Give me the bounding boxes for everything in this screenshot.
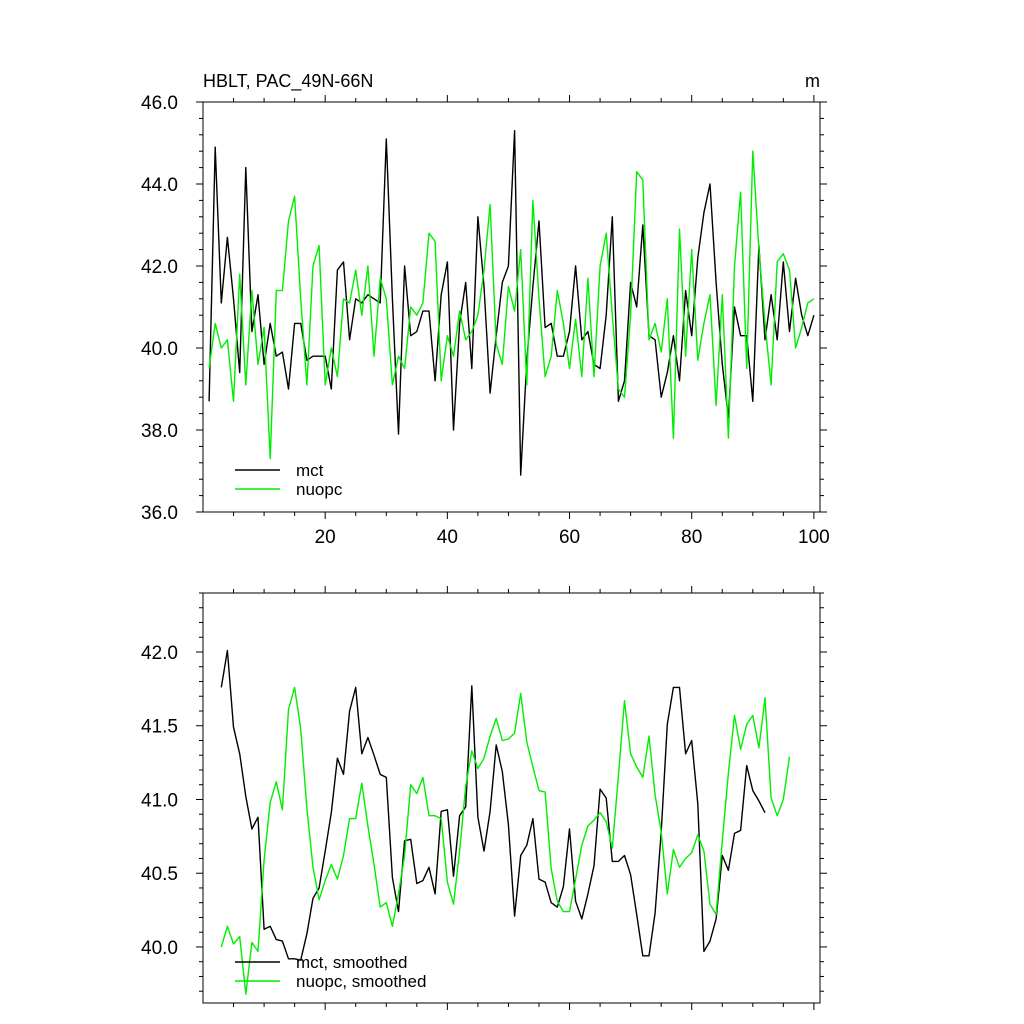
bottom-axis-ticks — [196, 586, 827, 1010]
series-line-mct-smoothed — [220, 649, 766, 961]
top-axis-ticks — [196, 95, 827, 519]
y-tick-label: 40.0 — [141, 938, 178, 959]
bottom-panel: 40.0 40.5 41.0 41.5 42.0 mct, smoothed nuopc… — [141, 586, 827, 1010]
legend-label-mct: mct — [296, 461, 324, 480]
bottom-series-lines — [220, 649, 791, 995]
top-series-lines — [208, 129, 815, 476]
y-tick-label: 40.5 — [141, 864, 178, 885]
x-tick-label: 80 — [681, 527, 702, 548]
y-tick-label: 41.5 — [141, 717, 178, 738]
x-tick-label: 40 — [437, 527, 458, 548]
y-tick-label: 36.0 — [141, 503, 178, 524]
chart-title: HBLT, PAC_49N-66N — [203, 71, 373, 92]
top-legend: mct nuopc — [235, 461, 343, 499]
x-tick-label: 100 — [798, 527, 830, 548]
top-plot-frame — [202, 101, 821, 513]
bottom-tick-labels: 40.0 40.5 41.0 41.5 42.0 — [141, 643, 178, 959]
y-tick-label: 40.0 — [141, 339, 178, 360]
y-tick-label: 44.0 — [141, 175, 178, 196]
top-tick-labels: 20 40 60 80 100 36.0 38.0 40.0 42.0 44.0 46.0 — [141, 93, 830, 548]
units-label: m — [805, 71, 820, 91]
legend-label-nuopc-smoothed: nuopc, smoothed — [296, 972, 426, 991]
x-tick-label: 60 — [559, 527, 580, 548]
series-line-nuopc — [208, 150, 815, 460]
series-line-nuopc-smoothed — [220, 686, 791, 995]
top-panel: HBLT, PAC_49N-66N m 20 40 60 80 100 36.0 38.0 4… — [141, 71, 830, 548]
legend-label-mct-smoothed: mct, smoothed — [296, 953, 408, 972]
series-line-mct — [208, 129, 815, 476]
y-tick-label: 42.0 — [141, 257, 178, 278]
bottom-legend: mct, smoothed nuopc, smoothed — [235, 953, 426, 991]
bottom-plot-frame — [202, 592, 821, 1004]
legend-label-nuopc: nuopc — [296, 480, 343, 499]
y-tick-label: 46.0 — [141, 93, 178, 114]
y-tick-label: 41.0 — [141, 790, 178, 811]
y-tick-label: 42.0 — [141, 643, 178, 664]
x-tick-label: 20 — [315, 527, 336, 548]
y-tick-label: 38.0 — [141, 421, 178, 442]
